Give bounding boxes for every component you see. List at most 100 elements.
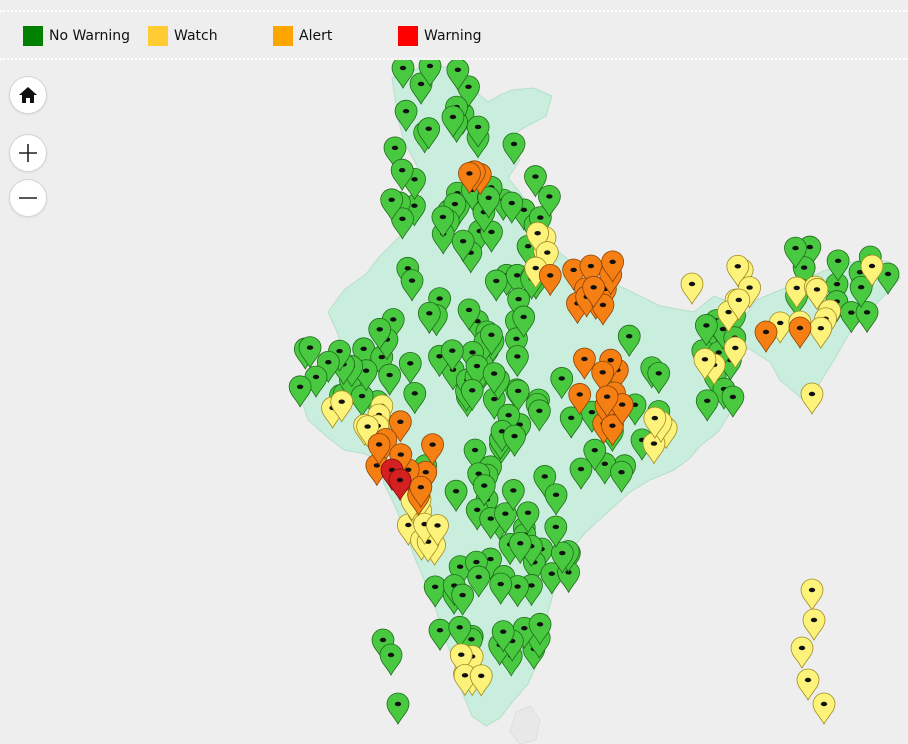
station-marker-no-warning[interactable] — [451, 583, 475, 616]
station-marker-alert[interactable] — [595, 385, 619, 418]
station-marker-alert[interactable] — [591, 360, 615, 394]
station-marker-no-warning[interactable] — [444, 479, 468, 513]
station-marker-no-warning[interactable] — [448, 615, 472, 649]
station-marker-alert[interactable] — [582, 276, 606, 309]
station-marker-no-warning[interactable] — [849, 275, 873, 309]
station-marker-watch[interactable] — [680, 272, 704, 305]
station-marker-watch[interactable] — [469, 664, 493, 697]
station-marker-alert[interactable] — [538, 264, 562, 297]
station-markers[interactable] — [288, 60, 900, 725]
station-marker-no-warning[interactable] — [544, 483, 568, 516]
station-marker-watch[interactable] — [790, 636, 814, 669]
station-marker-no-warning[interactable] — [431, 205, 455, 238]
station-marker-no-warning[interactable] — [505, 327, 528, 360]
station-marker-watch[interactable] — [526, 221, 550, 255]
station-marker-no-warning[interactable] — [380, 188, 404, 221]
station-marker-no-warning[interactable] — [537, 185, 561, 218]
station-marker-no-warning[interactable] — [540, 562, 564, 595]
station-marker-alert[interactable] — [409, 475, 433, 509]
station-marker-alert[interactable] — [388, 410, 412, 443]
station-marker-no-warning[interactable] — [550, 541, 574, 574]
station-marker-no-warning[interactable] — [694, 314, 718, 347]
station-marker-no-warning[interactable] — [610, 460, 633, 494]
station-marker-watch[interactable] — [812, 692, 836, 725]
station-marker-no-warning[interactable] — [512, 305, 536, 338]
station-marker-no-warning[interactable] — [418, 60, 442, 87]
station-marker-no-warning[interactable] — [480, 323, 503, 356]
station-marker-no-warning[interactable] — [391, 207, 414, 240]
station-marker-no-warning[interactable] — [417, 117, 441, 150]
station-marker-no-warning[interactable] — [508, 531, 532, 565]
station-marker-no-warning[interactable] — [466, 115, 490, 148]
station-marker-no-warning[interactable] — [368, 317, 392, 351]
station-marker-no-warning[interactable] — [428, 618, 452, 652]
station-marker-watch[interactable] — [449, 643, 473, 676]
station-marker-no-warning[interactable] — [440, 339, 464, 372]
station-marker-watch[interactable] — [860, 254, 884, 287]
station-marker-watch[interactable] — [800, 578, 824, 611]
station-marker-no-warning[interactable] — [826, 249, 850, 282]
station-marker-no-warning[interactable] — [403, 382, 427, 415]
station-marker-alert[interactable] — [562, 258, 586, 291]
station-marker-no-warning[interactable] — [491, 620, 515, 653]
station-marker-no-warning[interactable] — [288, 375, 312, 408]
station-marker-warning[interactable] — [388, 468, 412, 501]
station-marker-no-warning[interactable] — [493, 502, 517, 535]
station-marker-no-warning[interactable] — [390, 158, 414, 192]
station-marker-no-warning[interactable] — [383, 136, 407, 169]
station-marker-no-warning[interactable] — [550, 367, 574, 400]
station-marker-alert[interactable] — [601, 250, 625, 283]
station-marker-no-warning[interactable] — [400, 269, 424, 302]
station-marker-no-warning[interactable] — [378, 363, 402, 396]
station-marker-watch[interactable] — [330, 390, 354, 423]
station-marker-alert[interactable] — [754, 320, 778, 353]
station-marker-no-warning[interactable] — [460, 378, 484, 412]
station-marker-alert[interactable] — [367, 433, 391, 466]
station-marker-no-warning[interactable] — [524, 165, 547, 198]
station-marker-no-warning[interactable] — [489, 572, 513, 605]
station-marker-no-warning[interactable] — [472, 474, 496, 507]
station-marker-no-warning[interactable] — [784, 236, 807, 269]
zoom-in-button[interactable] — [9, 134, 47, 172]
station-marker-alert[interactable] — [788, 316, 812, 349]
station-marker-no-warning[interactable] — [417, 301, 441, 335]
station-marker-no-warning[interactable] — [569, 457, 593, 490]
station-marker-watch[interactable] — [800, 382, 824, 415]
station-marker-alert[interactable] — [601, 414, 624, 447]
station-marker-alert[interactable] — [458, 162, 481, 195]
station-marker-alert[interactable] — [568, 383, 592, 416]
station-marker-no-warning[interactable] — [617, 324, 641, 358]
map-canvas[interactable] — [0, 60, 908, 744]
station-marker-no-warning[interactable] — [446, 60, 470, 91]
station-marker-no-warning[interactable] — [695, 389, 719, 422]
station-marker-no-warning[interactable] — [647, 361, 671, 395]
station-marker-no-warning[interactable] — [544, 515, 568, 548]
station-marker-watch[interactable] — [809, 316, 833, 350]
station-marker-no-warning[interactable] — [394, 99, 418, 132]
station-marker-no-warning[interactable] — [457, 75, 480, 108]
station-marker-no-warning[interactable] — [467, 565, 491, 598]
station-marker-no-warning[interactable] — [506, 379, 530, 412]
station-marker-no-warning[interactable] — [792, 256, 816, 289]
station-marker-no-warning[interactable] — [559, 406, 583, 439]
station-marker-no-warning[interactable] — [516, 501, 540, 534]
station-marker-no-warning[interactable] — [463, 438, 487, 471]
station-marker-no-warning[interactable] — [500, 191, 524, 224]
station-marker-watch[interactable] — [426, 514, 449, 547]
station-marker-no-warning[interactable] — [527, 399, 551, 432]
station-marker-no-warning[interactable] — [451, 229, 475, 262]
station-marker-no-warning[interactable] — [477, 186, 501, 219]
station-marker-no-warning[interactable] — [503, 424, 526, 457]
station-marker-no-warning[interactable] — [506, 575, 530, 608]
home-button[interactable] — [9, 76, 47, 114]
station-marker-no-warning[interactable] — [583, 438, 607, 472]
station-marker-alert[interactable] — [421, 433, 444, 466]
station-marker-no-warning[interactable] — [457, 298, 481, 331]
station-marker-no-warning[interactable] — [379, 643, 403, 676]
station-marker-watch[interactable] — [802, 608, 826, 641]
station-marker-watch[interactable] — [727, 288, 751, 321]
station-marker-no-warning[interactable] — [350, 384, 374, 417]
station-marker-no-warning[interactable] — [721, 385, 745, 418]
zoom-out-button[interactable] — [9, 179, 47, 217]
station-marker-no-warning[interactable] — [501, 479, 525, 512]
